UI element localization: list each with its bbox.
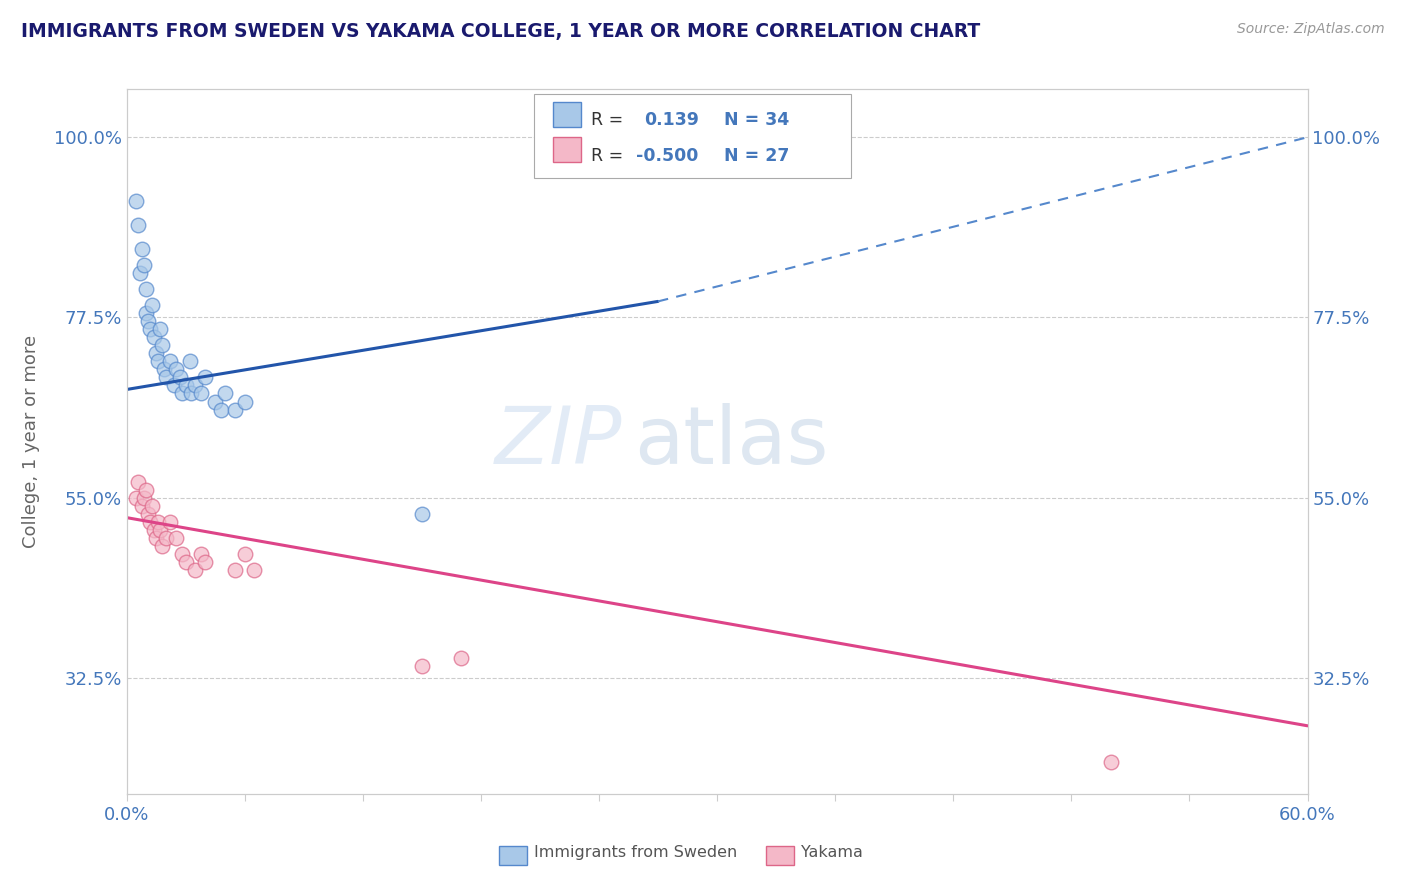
- Point: [139, 515, 162, 529]
- Point: [170, 547, 193, 561]
- Point: [136, 314, 159, 328]
- Bar: [553, 102, 581, 127]
- Text: N = 34: N = 34: [724, 112, 789, 129]
- Point: [209, 402, 232, 417]
- Point: [129, 266, 152, 280]
- Point: [155, 531, 177, 545]
- Point: [136, 507, 159, 521]
- Point: [146, 354, 169, 368]
- Point: [233, 547, 256, 561]
- Bar: [766, 846, 794, 865]
- Text: IMMIGRANTS FROM SWEDEN VS YAKAMA COLLEGE, 1 YEAR OR MORE CORRELATION CHART: IMMIGRANTS FROM SWEDEN VS YAKAMA COLLEGE…: [21, 22, 980, 41]
- Point: [224, 402, 246, 417]
- Point: [134, 259, 156, 273]
- Bar: [499, 846, 527, 865]
- Point: [131, 243, 153, 257]
- Point: [411, 658, 433, 673]
- Point: [450, 650, 472, 665]
- Point: [411, 507, 433, 521]
- Point: [141, 499, 163, 513]
- Point: [190, 386, 212, 401]
- Point: [165, 531, 187, 545]
- Point: [150, 338, 173, 352]
- Text: N = 27: N = 27: [724, 147, 789, 165]
- Text: atlas: atlas: [634, 402, 828, 481]
- Point: [149, 322, 172, 336]
- Point: [155, 370, 177, 384]
- Point: [179, 354, 201, 368]
- Text: Yakama: Yakama: [801, 846, 863, 860]
- Point: [224, 563, 246, 577]
- Point: [159, 354, 181, 368]
- Text: -0.500: -0.500: [636, 147, 697, 165]
- Point: [190, 547, 212, 561]
- Text: R =: R =: [591, 147, 623, 165]
- FancyBboxPatch shape: [534, 94, 851, 178]
- Point: [125, 491, 148, 505]
- Point: [149, 523, 172, 537]
- Point: [127, 219, 149, 233]
- Point: [135, 282, 157, 296]
- Point: [174, 378, 197, 392]
- Point: [184, 378, 207, 392]
- Point: [1099, 755, 1122, 769]
- Point: [214, 386, 236, 401]
- Text: Immigrants from Sweden: Immigrants from Sweden: [534, 846, 738, 860]
- Point: [145, 531, 167, 545]
- Point: [194, 370, 217, 384]
- Point: [139, 322, 162, 336]
- Point: [204, 394, 226, 409]
- Y-axis label: College, 1 year or more: College, 1 year or more: [21, 335, 39, 548]
- Point: [169, 370, 191, 384]
- Point: [170, 386, 193, 401]
- Point: [146, 515, 169, 529]
- Text: ZIP: ZIP: [495, 402, 623, 481]
- Point: [143, 330, 166, 344]
- Point: [174, 555, 197, 569]
- Point: [135, 483, 157, 497]
- Point: [127, 475, 149, 489]
- Point: [243, 563, 266, 577]
- Point: [194, 555, 217, 569]
- Point: [125, 194, 148, 209]
- Bar: [553, 137, 581, 162]
- Point: [159, 515, 181, 529]
- Text: 0.139: 0.139: [644, 112, 699, 129]
- Text: Source: ZipAtlas.com: Source: ZipAtlas.com: [1237, 22, 1385, 37]
- Point: [163, 378, 186, 392]
- Point: [135, 306, 157, 320]
- Point: [165, 362, 187, 376]
- Point: [145, 346, 167, 360]
- Point: [141, 298, 163, 312]
- Point: [180, 386, 202, 401]
- Point: [150, 539, 173, 553]
- Text: R =: R =: [591, 112, 623, 129]
- Point: [184, 563, 207, 577]
- Point: [131, 499, 153, 513]
- Point: [143, 523, 166, 537]
- Point: [134, 491, 156, 505]
- Point: [153, 362, 176, 376]
- Point: [233, 394, 256, 409]
